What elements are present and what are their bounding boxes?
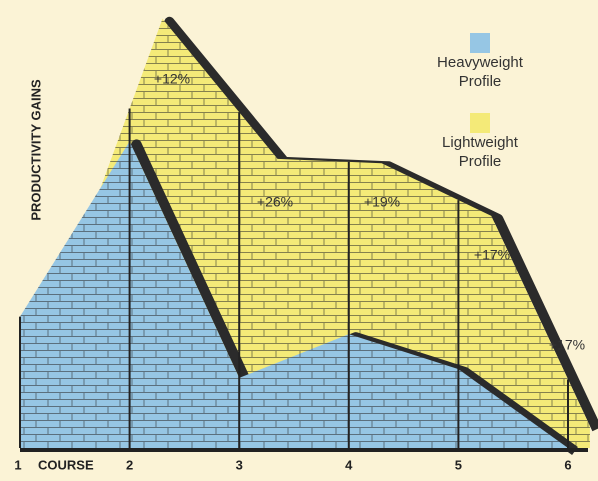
legend-label: Lightweight Profile [425,133,535,171]
y-axis-label: PRODUCTIVITY GAINS [28,79,43,221]
x-tick-label: 2 [126,457,133,472]
x-tick-label: 3 [236,457,243,472]
annotation: +17% [474,247,510,263]
x-axis-label: COURSE [38,457,94,472]
x-tick-label: 1 [14,457,21,472]
annotation: +12% [154,71,190,87]
baseline [20,448,588,452]
chart: PRODUCTIVITY GAINS COURSE 1 2 3 4 5 6 +12% +26%… [0,0,598,481]
x-tick-label: 4 [345,457,353,472]
x-tick-label: 5 [455,457,462,472]
legend-swatch [470,113,490,133]
annotation: +19% [364,194,400,210]
annotation: +26% [257,194,293,210]
legend-swatch [470,33,490,53]
legend-label: Heavyweight Profile [425,53,535,91]
annotation: +17% [549,337,585,353]
x-tick-label: 6 [564,457,571,472]
